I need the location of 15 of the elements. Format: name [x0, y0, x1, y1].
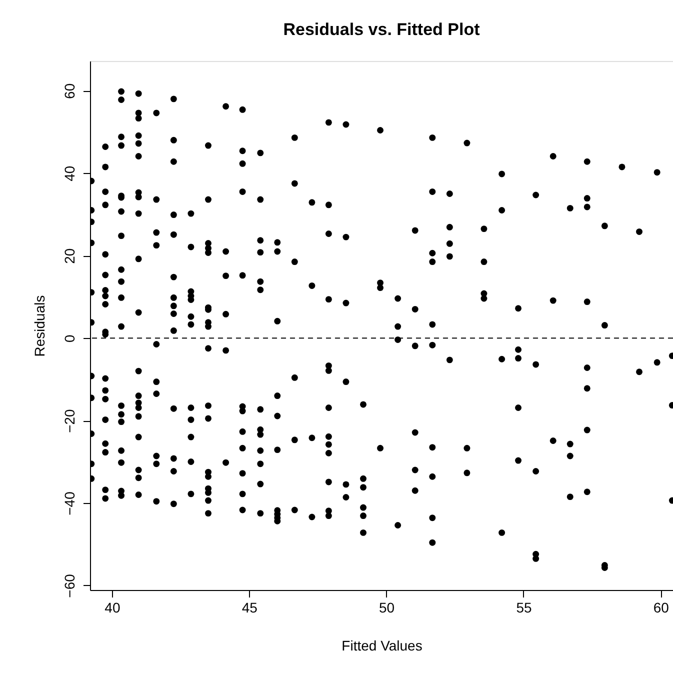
x-tick-label: 40: [104, 600, 120, 616]
y-tick-label: −20: [62, 408, 78, 433]
y-tick-label: 60: [62, 83, 78, 99]
x-tick-label: 45: [242, 600, 258, 616]
x-tick-label: 60: [653, 600, 670, 616]
y-tick-label: −60: [62, 574, 78, 598]
chart-title: Residuals vs. Fitted Plot: [283, 20, 480, 39]
y-tick-label: −40: [62, 491, 78, 516]
y-tick-label: 0: [62, 334, 78, 342]
x-tick-label: 55: [516, 600, 532, 616]
x-axis-title: Fitted Values: [342, 638, 422, 654]
y-tick-label: 20: [62, 248, 78, 264]
x-tick-label: 50: [379, 600, 395, 616]
y-tick-label: 40: [62, 166, 78, 182]
y-axis-title: Residuals: [32, 295, 48, 357]
